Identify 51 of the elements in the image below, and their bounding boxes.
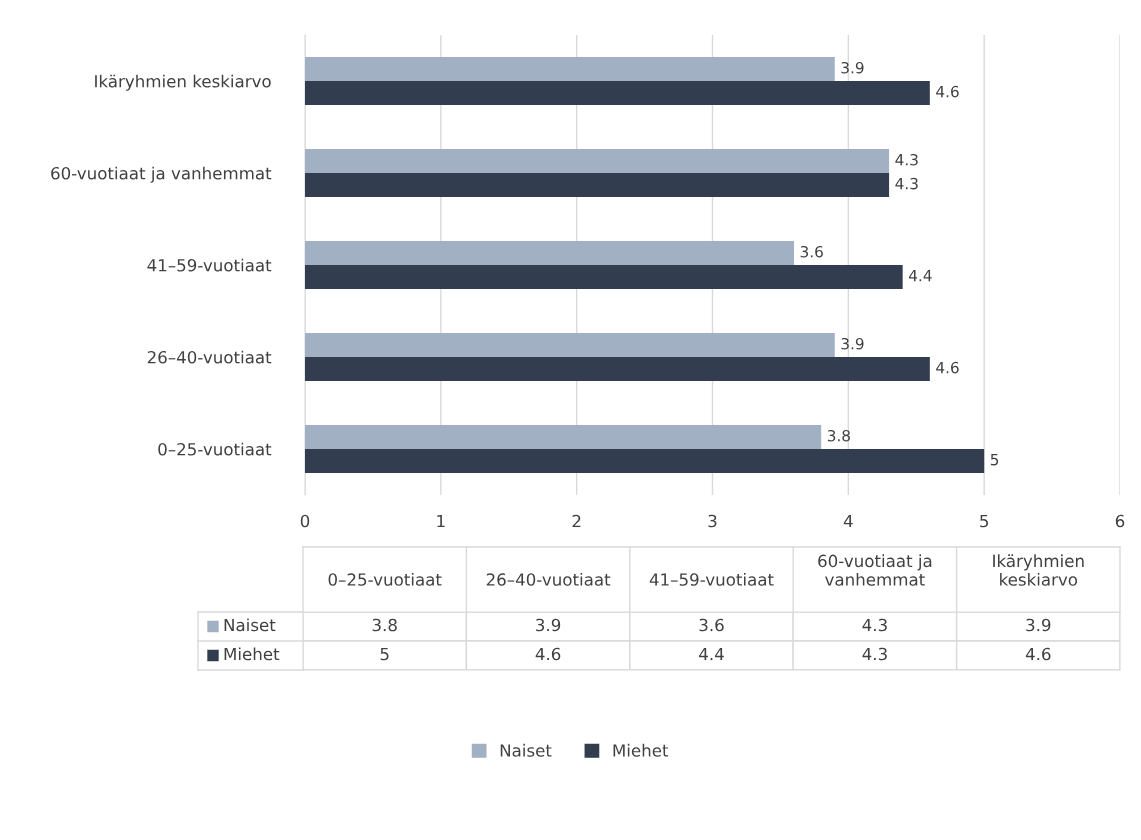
data-label: 4.4 [908,270,932,282]
bar [305,449,985,473]
bar [305,173,890,197]
x-tick-label: 4 [843,514,853,528]
data-label: 5 [380,647,389,661]
y-tick-label: Naiset [224,618,276,632]
bar [305,81,930,105]
bar [305,241,794,265]
y-tick-label: Ikäryhmien keskiarvo [95,74,271,91]
y-tick-label: Miehet [224,647,280,661]
data-label: 4.3 [895,177,918,190]
x-tick-label: Ikäryhmien keskiarvo [993,554,1084,586]
y-tick-label: 41–59-vuotiaat [147,258,272,272]
x-tick-label: 41–59-vuotiaat [649,572,774,586]
data-label: 4.6 [936,361,959,374]
data-label: 3.8 [372,618,397,632]
bar [305,357,930,381]
data-label: 3.6 [699,618,724,632]
bar [305,149,890,173]
x-tick-label: 0–25-vuotiaat [328,572,442,586]
data-label: 3.8 [827,429,850,442]
x-tick-label: 3 [708,514,717,528]
data-label: 3.9 [841,61,864,74]
y-tick-label: 60-vuotiaat ja vanhemmat [51,166,272,183]
data-label: 4.3 [895,153,918,166]
x-tick-label: 60-vuotiaat ja vanhemmat [818,554,932,586]
x-tick-label: 1 [437,514,445,528]
y-tick-label: 26–40-vuotiaat [147,350,272,364]
data-label: 4.4 [699,647,724,661]
data-label: 4.6 [936,85,959,98]
data-label: 4.3 [862,647,887,661]
data-label: 3.9 [536,618,561,632]
data-label: 4.6 [535,647,561,661]
data-label: 3.9 [1026,618,1051,632]
legend-label: Miehet [613,743,669,757]
x-tick-label: 6 [1115,514,1125,528]
bar [305,265,903,289]
data-label: 3.9 [841,337,864,350]
data-label: 5 [990,454,999,466]
bar [305,425,822,449]
x-tick-label: 26–40-vuotiaat [486,572,611,586]
data-label: 4.6 [1025,647,1051,661]
x-tick-label: 5 [980,514,989,528]
bar [305,333,835,357]
bar [305,57,835,81]
data-label: 4.3 [862,618,887,632]
legend-label: Naiset [500,743,552,757]
x-tick-label: 0 [300,514,310,528]
y-tick-label: 0–25-vuotiaat [158,442,272,456]
data-label: 3.6 [800,245,823,258]
x-tick-label: 2 [572,514,581,528]
